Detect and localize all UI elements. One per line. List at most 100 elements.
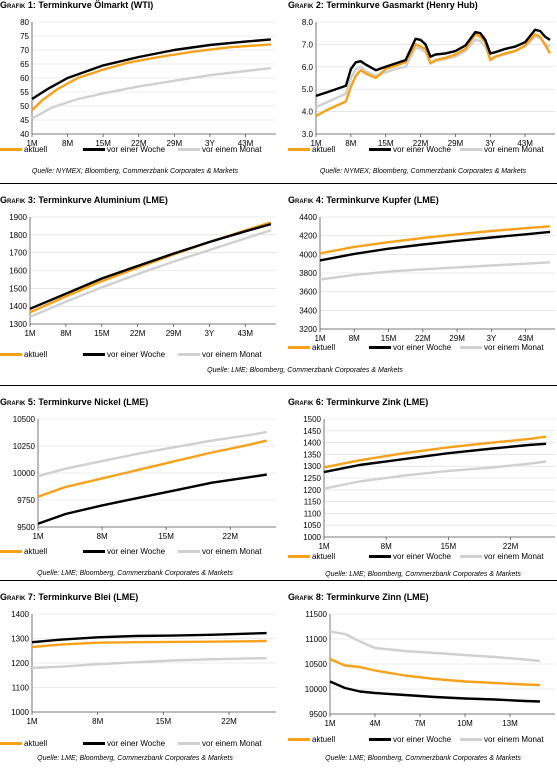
legend-item-woche: vor einer Woche bbox=[369, 552, 451, 561]
legend: aktuell vor einer Woche vor einem Monat bbox=[0, 739, 278, 749]
legend-item-monat: vor einem Monat bbox=[178, 547, 262, 556]
legend-item-aktuell: aktuell bbox=[288, 552, 335, 561]
series-line-woche bbox=[29, 222, 272, 310]
legend-swatch bbox=[460, 346, 482, 349]
y-tick-label: 1350 bbox=[303, 450, 321, 459]
y-tick-label: 1000 bbox=[11, 708, 29, 717]
legend-label: vor einer Woche bbox=[107, 350, 166, 359]
x-tick-label: 15M bbox=[95, 139, 111, 148]
series-line-aktuell bbox=[37, 439, 268, 498]
y-tick-label: 1300 bbox=[9, 320, 27, 329]
x-tick-label: 15M bbox=[94, 329, 110, 338]
chart-title-text: Terminkurve Ölmarkt (WTI) bbox=[38, 0, 154, 10]
legend-swatch bbox=[460, 555, 482, 558]
chart-title: Grafik 6: Terminkurve Zink (LME) bbox=[288, 397, 428, 407]
y-tick-label: 1500 bbox=[9, 284, 27, 293]
x-tick-label: 22M bbox=[131, 139, 147, 148]
legend: aktuell vor einer Woche vor einem Monat bbox=[0, 145, 278, 155]
x-tick-label: 1M bbox=[26, 717, 37, 726]
x-tick-label: 4M bbox=[369, 719, 380, 728]
legend-label: aktuell bbox=[24, 739, 48, 748]
x-tick-label: 8M bbox=[345, 139, 356, 148]
x-tick-label: 7M bbox=[414, 719, 425, 728]
legend-item-aktuell: aktuell bbox=[0, 739, 47, 748]
x-tick-label: 10M bbox=[457, 719, 473, 728]
chart-number: Grafik 6: bbox=[288, 397, 327, 407]
y-tick-label: 10000 bbox=[13, 469, 36, 478]
chart-number: Grafik 4: bbox=[288, 195, 327, 205]
x-tick-label: 22M bbox=[413, 139, 429, 148]
x-tick-label: 8M bbox=[381, 542, 392, 551]
series-line-aktuell bbox=[31, 43, 271, 112]
legend-swatch bbox=[178, 550, 200, 553]
x-tick-label: 1M bbox=[32, 532, 43, 541]
line-chart: 3.0 4.0 5.0 6.0 7.0 8.0 1M 8M 15M 22M 29M 3Y 43M bbox=[302, 18, 555, 148]
series-line-monat bbox=[319, 261, 551, 281]
legend-label: vor einem Monat bbox=[202, 145, 262, 154]
chart-panel: Grafik 1: Terminkurve Ölmarkt (WTI) 40 45 5… bbox=[0, 0, 278, 190]
y-tick-label: 9500 bbox=[17, 523, 35, 532]
series-line-monat bbox=[31, 67, 272, 120]
y-tick-label: 3800 bbox=[299, 269, 317, 278]
y-tick-label: 1200 bbox=[303, 486, 321, 495]
y-tick-label: 65 bbox=[20, 60, 29, 69]
chart-title: Grafik 8: Terminkurve Zinn (LME) bbox=[288, 592, 429, 602]
legend-swatch bbox=[83, 148, 105, 151]
y-tick-label: 55 bbox=[20, 88, 29, 97]
legend-swatch bbox=[0, 148, 22, 151]
series-line-woche bbox=[31, 631, 267, 644]
legend-label: vor einer Woche bbox=[107, 547, 166, 556]
chart-panel: Grafik 2: Terminkurve Gasmarkt (Henry Hu… bbox=[288, 0, 557, 190]
x-tick-label: 8M bbox=[97, 532, 108, 541]
x-tick-label: 8M bbox=[62, 139, 73, 148]
line-chart: 40 45 50 55 60 65 70 75 80 1M 8M 15M 22M 29M 3Y 43M bbox=[20, 18, 276, 148]
x-tick-label: 15M bbox=[381, 334, 397, 343]
legend-label: aktuell bbox=[24, 145, 48, 154]
y-tick-label: 10250 bbox=[13, 442, 36, 451]
legend-item-aktuell: aktuell bbox=[288, 145, 335, 154]
legend-swatch bbox=[288, 738, 310, 741]
x-tick-label: 29M bbox=[448, 139, 464, 148]
series-line-aktuell bbox=[319, 225, 551, 255]
chart-title: Grafik 5: Terminkurve Nickel (LME) bbox=[0, 397, 148, 407]
source-note: Quelle: LME; Bloomberg, Commerzbank Corp… bbox=[325, 755, 521, 762]
legend-swatch bbox=[178, 353, 200, 356]
x-tick-label: 13M bbox=[502, 719, 518, 728]
legend-item-aktuell: aktuell bbox=[0, 547, 47, 556]
y-tick-label: 1600 bbox=[9, 267, 27, 276]
legend-item-woche: vor einer Woche bbox=[369, 735, 451, 744]
y-tick-label: 10500 bbox=[305, 660, 328, 669]
legend-label: aktuell bbox=[24, 350, 48, 359]
legend-item-woche: vor einer Woche bbox=[83, 739, 165, 748]
legend-swatch bbox=[369, 148, 391, 151]
series-line-woche bbox=[315, 28, 551, 98]
x-tick-label: 15M bbox=[378, 139, 394, 148]
x-tick-label: 15M bbox=[441, 542, 457, 551]
legend-label: vor einer Woche bbox=[393, 145, 452, 154]
chart-title-text: Terminkurve Nickel (LME) bbox=[38, 397, 149, 407]
source-note: Quelle: LME; Bloomberg, Commerzbank Corp… bbox=[37, 755, 233, 762]
legend-item-aktuell: aktuell bbox=[0, 145, 47, 154]
x-tick-label: 3Y bbox=[204, 329, 214, 338]
x-tick-label: 29M bbox=[166, 329, 182, 338]
x-tick-label: 3Y bbox=[486, 334, 496, 343]
legend: aktuell vor einer Woche vor einem Monat bbox=[288, 343, 557, 353]
y-tick-label: 1250 bbox=[303, 474, 321, 483]
legend-label: vor einem Monat bbox=[484, 145, 544, 154]
legend-item-monat: vor einem Monat bbox=[178, 739, 262, 748]
legend-swatch bbox=[83, 550, 105, 553]
y-tick-label: 1300 bbox=[303, 462, 321, 471]
y-tick-label: 1450 bbox=[303, 427, 321, 436]
source-note: Quelle: LME; Bloomberg, Commerzbank Corp… bbox=[37, 570, 233, 577]
chart-title-text: Terminkurve Gasmarkt (Henry Hub) bbox=[326, 0, 478, 10]
legend-label: aktuell bbox=[312, 735, 336, 744]
chart-panel: Grafik 7: Terminkurve Blei (LME) 1000 1100… bbox=[0, 592, 278, 782]
x-tick-label: 8M bbox=[92, 717, 103, 726]
y-tick-label: 4200 bbox=[299, 232, 317, 241]
x-tick-label: 43M bbox=[517, 139, 533, 148]
legend-item-woche: vor einer Woche bbox=[83, 145, 165, 154]
y-tick-label: 75 bbox=[20, 32, 29, 41]
legend-swatch bbox=[288, 346, 310, 349]
chart-title-text: Terminkurve Aluminium (LME) bbox=[38, 195, 168, 205]
legend-swatch bbox=[178, 742, 200, 745]
